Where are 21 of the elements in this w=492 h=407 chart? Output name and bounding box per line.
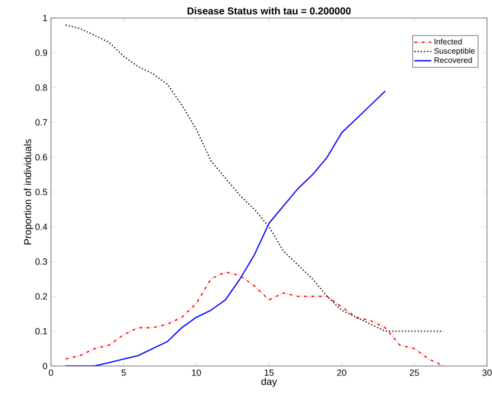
y-tick-label: 0.2 [35, 293, 48, 300]
x-tick-label: 10 [192, 370, 201, 376]
y-tick-label: 1 [43, 14, 48, 22]
y-axis-title: Proportion of individuals [24, 139, 34, 244]
x-tick-label: 0 [48, 370, 54, 376]
y-tick-label: 0.8 [35, 84, 48, 91]
y-tick-label: 0.1 [35, 328, 48, 334]
y-tick-label: 0.4 [35, 224, 48, 230]
chart-title: Disease Status with tau = 0.200000 [188, 7, 351, 14]
x-tick-label: 30 [482, 370, 492, 376]
y-tick-label: 0.5 [35, 188, 48, 196]
x-tick-label: 15 [264, 370, 274, 376]
y-tick-label: 0.6 [35, 154, 48, 160]
y-tick-label: 0.9 [35, 50, 48, 56]
y-tick-label: 0.7 [35, 119, 48, 126]
x-tick-label: 20 [337, 370, 346, 376]
y-tick-label: 0.3 [35, 258, 48, 265]
x-tick-label: 25 [410, 370, 419, 376]
x-axis-title: day [261, 378, 278, 388]
y-tick-label: 0 [42, 362, 48, 370]
x-tick-label: 5 [122, 370, 126, 376]
